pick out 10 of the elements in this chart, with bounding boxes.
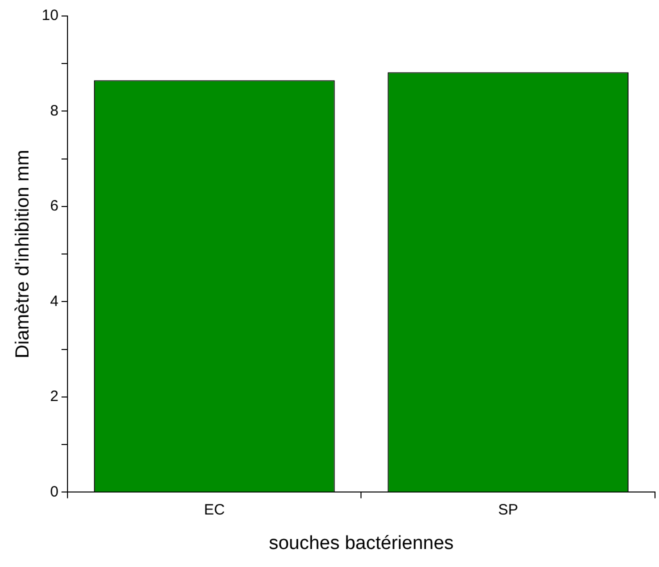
y-tick-label: 8 (50, 102, 58, 120)
y-tick-label: 4 (50, 292, 58, 310)
y-axis-title: Diamètre d'inhibition mm (12, 150, 34, 358)
y-tick-label: 6 (50, 198, 58, 215)
x-tick-label: EC (204, 501, 225, 518)
y-tick-label: 2 (50, 388, 58, 406)
y-tick-label: 10 (42, 7, 58, 24)
x-axis-title: souches bactériennes (268, 532, 454, 554)
y-tick-label: 0 (50, 483, 58, 500)
x-tick-label: SP (498, 501, 518, 518)
